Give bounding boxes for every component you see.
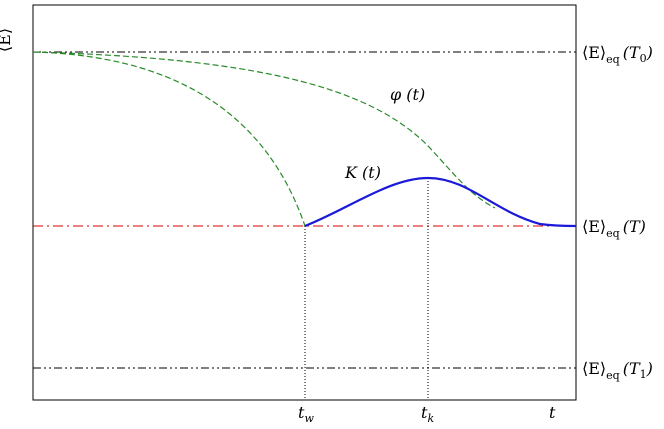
quench-curve xyxy=(32,51,306,227)
y-axis-label: ⟨E⟩ xyxy=(0,28,14,52)
label-part: (T xyxy=(623,43,641,62)
label-part: t xyxy=(549,403,556,422)
label-part: ⟨E⟩ xyxy=(582,43,606,62)
label-part: 1 xyxy=(640,368,647,381)
level-label: ⟨E⟩eq (T0) xyxy=(582,43,653,66)
label-part: (T) xyxy=(623,217,646,236)
time-label: tk xyxy=(421,403,434,425)
label-part: (T xyxy=(623,359,641,378)
phi-label: φ (t) xyxy=(390,85,425,104)
k-curve xyxy=(304,176,577,228)
label-part: t xyxy=(421,403,428,422)
label-part: ) xyxy=(646,43,653,62)
phi-curve xyxy=(32,51,496,209)
label-part: ) xyxy=(646,359,653,378)
label-part: ⟨E⟩ xyxy=(582,359,606,378)
label-part: k xyxy=(427,412,434,425)
label-part: eq xyxy=(606,227,620,240)
label-part: eq xyxy=(606,53,620,66)
time-label: tw xyxy=(298,403,314,425)
label-part: t xyxy=(298,403,305,422)
level-label: ⟨E⟩eq (T1) xyxy=(582,359,653,382)
plot-frame xyxy=(32,4,577,401)
time-label: t xyxy=(549,403,556,422)
label-part: w xyxy=(304,412,314,425)
label-part: eq xyxy=(606,369,620,382)
label-part: 0 xyxy=(640,52,647,65)
level-label: ⟨E⟩eq (T) xyxy=(582,217,646,240)
k-label: K (t) xyxy=(344,163,381,182)
label-part: ⟨E⟩ xyxy=(582,217,606,236)
